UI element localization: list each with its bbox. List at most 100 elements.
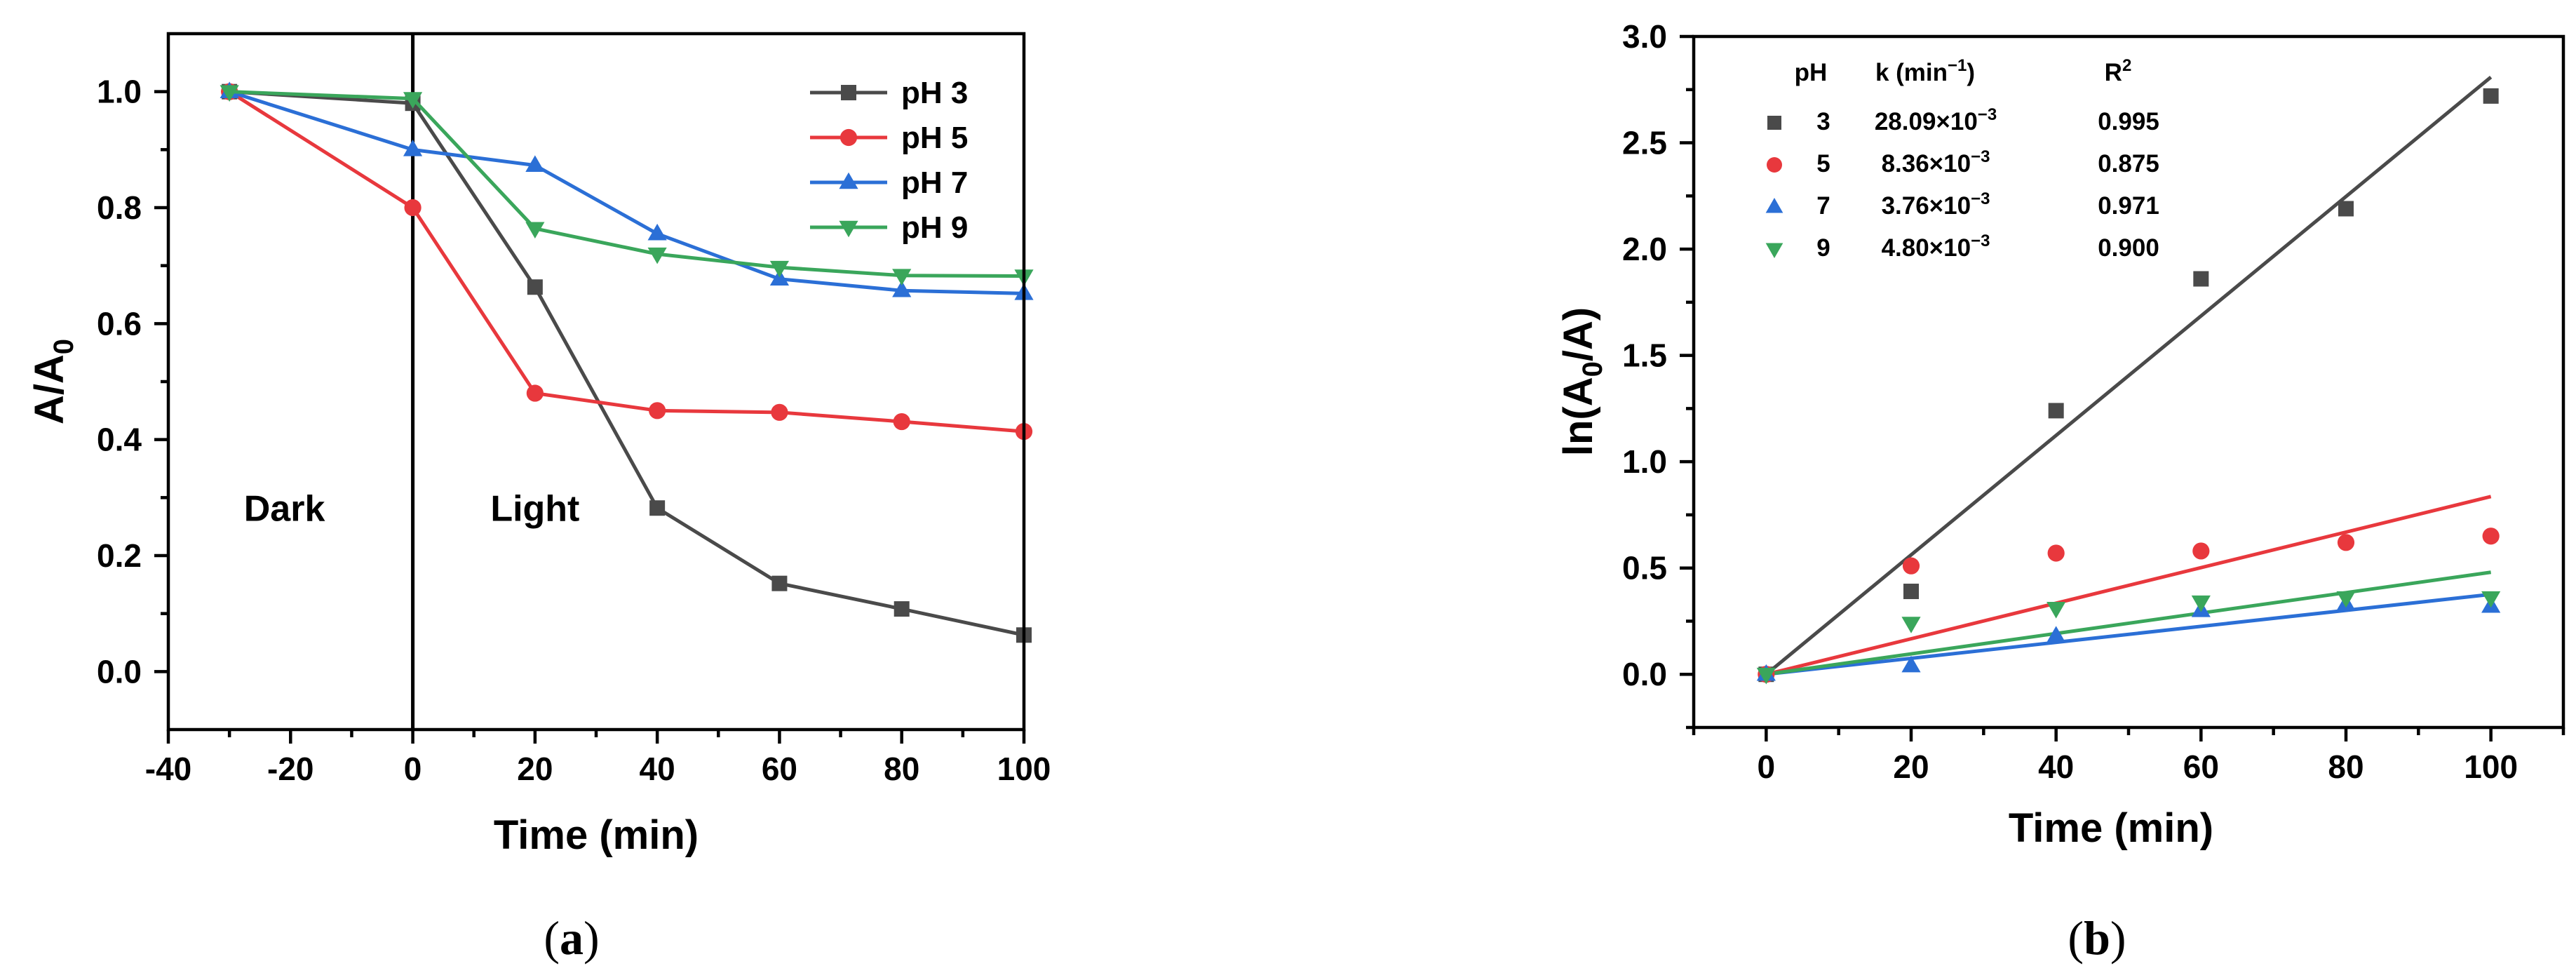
chart-a-x-tick-label: 100 xyxy=(997,751,1051,787)
chart-b-x-tick-label: 0 xyxy=(1758,749,1776,785)
chart-b-data-point xyxy=(1901,617,1921,633)
chart-a-data-point xyxy=(771,575,788,591)
chart-a-y-tick-label: 0.8 xyxy=(97,189,142,226)
chart-a-ticks: -40 -20 0 20 40 60 80 100 0.0 0.2 0.4 0.6 0.8 1.0 xyxy=(97,74,1051,787)
chart-b-data-point xyxy=(1756,667,1776,685)
caption-b: (b) xyxy=(2068,911,2126,965)
table-header-r-main: R xyxy=(2105,59,2122,86)
chart-b-data-point xyxy=(2048,403,2064,419)
legend-label: pH 3 xyxy=(901,76,968,110)
chart-b-y-tick-label: 2.5 xyxy=(1622,125,1667,161)
table-header-ph: pH xyxy=(1795,59,1828,86)
chart-b-plot-frame xyxy=(1692,34,2565,730)
chart-a-series xyxy=(220,81,1034,643)
chart-a-plot-frame xyxy=(166,32,1026,732)
chart-b-data-point xyxy=(2337,534,2355,551)
chart-a-data-point xyxy=(220,85,239,102)
dark-annotation: Dark xyxy=(244,488,325,529)
table-cell-r2: 0.875 xyxy=(2098,150,2159,177)
chart-b-data-point xyxy=(2482,528,2500,545)
chart-b-y-axis-label: ln(A0/A) xyxy=(1556,307,1608,456)
table-header-k-sup: −1 xyxy=(1948,56,1967,75)
legend-marker xyxy=(841,85,856,100)
chart-a-y-tick-label: 0.4 xyxy=(97,422,142,458)
chart-a-data-point xyxy=(526,384,544,402)
chart-b-fit-line xyxy=(1765,75,2493,676)
table-cell-k-pre: 8.36×10 xyxy=(1882,150,1971,177)
table-cell-k-pre: 4.80×10 xyxy=(1882,234,1971,262)
chart-a-data-point xyxy=(649,500,666,516)
legend-marker xyxy=(839,128,858,147)
chart-a-data-point xyxy=(404,199,422,217)
table-header-k: k (min−1) xyxy=(1875,56,1975,86)
table-header-k-pre: k (min xyxy=(1875,59,1948,86)
chart-b-x-tick-label: 20 xyxy=(1893,749,1929,785)
table-header-r2: R2 xyxy=(2105,56,2132,86)
chart-a-data-point xyxy=(527,279,543,295)
chart-b-y-tick-label: 0.0 xyxy=(1622,656,1667,692)
table-row-marker xyxy=(1765,243,1783,258)
table-cell-k: 4.80×10−3 xyxy=(1882,231,1990,262)
chart-a-data-point xyxy=(403,140,423,156)
chart-a-data-point xyxy=(893,412,910,431)
chart-a-x-tick-label: 20 xyxy=(517,751,553,787)
chart-a: -40 -20 0 20 40 60 80 100 0.0 0.2 0.4 0.6 0.8 1.0 Dar… xyxy=(27,32,1051,965)
table-cell-r2: 0.900 xyxy=(2098,234,2159,262)
table-cell-k: 28.09×10−3 xyxy=(1875,105,1997,135)
chart-b-x-tick-label: 100 xyxy=(2464,749,2518,785)
chart-b-data-point xyxy=(1901,655,1921,673)
chart-b-data-point xyxy=(2047,544,2065,562)
chart-b-x-tick-label: 60 xyxy=(2183,749,2219,785)
caption-b-close: ) xyxy=(2110,911,2126,965)
table-cell-k-sup: −3 xyxy=(1978,105,1997,124)
table-cell-k: 8.36×10−3 xyxy=(1882,147,1990,177)
table-cell-k-sup: −3 xyxy=(1971,147,1990,166)
chart-b-ticks: 0 20 40 60 80 100 0.0 0.5 1.0 1.5 2.0 2.5 3.0 xyxy=(1622,18,2565,785)
table-cell-ph: 9 xyxy=(1816,234,1830,262)
chart-a-data-point xyxy=(892,269,912,286)
chart-b-y-label-pre: ln(A xyxy=(1556,377,1601,456)
chart-a-x-tick-label: 40 xyxy=(640,751,675,787)
chart-b-x-tick-label: 40 xyxy=(2038,749,2074,785)
chart-b-data-point xyxy=(2191,595,2211,612)
table-cell-ph: 3 xyxy=(1816,108,1830,135)
table-cell-k-pre: 28.09×10 xyxy=(1875,108,1978,135)
chart-a-x-tick-label: 60 xyxy=(762,751,797,787)
table-row-marker xyxy=(1767,116,1781,130)
chart-b-data-point xyxy=(2046,601,2066,619)
chart-a-y-label-main: A/A xyxy=(27,354,72,424)
chart-b-data-point xyxy=(2483,88,2499,104)
chart-a-y-axis-label: A/A0 xyxy=(27,339,79,424)
chart-a-data-point xyxy=(771,403,788,421)
caption-b-letter: b xyxy=(2084,911,2110,965)
chart-b-x-tick-label: 80 xyxy=(2328,749,2363,785)
legend-label: pH 7 xyxy=(901,166,968,200)
chart-a-legend: pH 3 pH 5 pH 7 pH 9 xyxy=(810,76,968,245)
chart-a-data-point xyxy=(649,402,666,419)
table-cell-k-sup: −3 xyxy=(1971,189,1990,208)
legend-marker xyxy=(839,172,858,189)
chart-b-y-label-post: /A) xyxy=(1556,307,1601,361)
chart-a-data-point xyxy=(647,247,667,264)
chart-b-data-point xyxy=(1903,584,1919,600)
caption-a-close: ) xyxy=(584,911,600,965)
chart-b-x-axis-label: Time (min) xyxy=(2009,805,2213,851)
chart-a-data-point xyxy=(525,155,545,172)
light-annotation: Light xyxy=(490,488,579,529)
chart-a-x-tick-label: 0 xyxy=(404,751,422,787)
chart-a-data-point xyxy=(769,260,790,278)
chart-a-y-tick-label: 0.6 xyxy=(97,305,142,342)
table-cell-r2: 0.971 xyxy=(2098,192,2159,220)
chart-a-y-tick-label: 1.0 xyxy=(97,74,142,110)
chart-b-y-tick-label: 1.0 xyxy=(1622,443,1667,480)
chart-a-y-tick-label: 0.0 xyxy=(97,653,142,690)
legend-marker xyxy=(839,220,858,238)
table-row-marker xyxy=(1765,198,1783,213)
table-cell-ph: 7 xyxy=(1816,192,1830,220)
chart-a-y-label-sub: 0 xyxy=(48,339,79,354)
chart-a-data-point xyxy=(892,280,912,297)
table-cell-k: 3.76×10−3 xyxy=(1882,189,1990,220)
chart-b-data-point xyxy=(2338,201,2354,217)
